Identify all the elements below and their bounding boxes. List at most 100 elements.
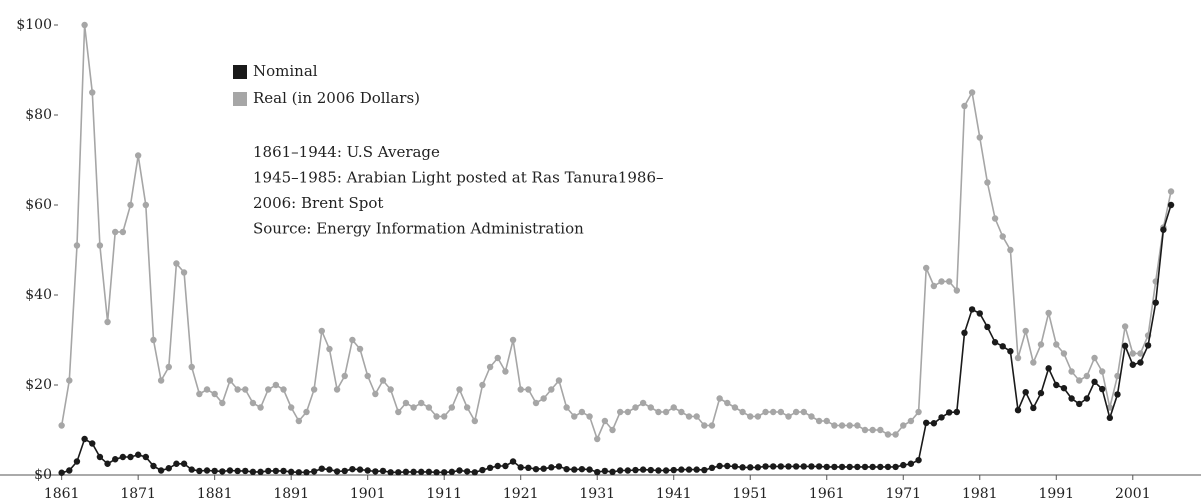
data-point xyxy=(662,467,670,474)
data-point xyxy=(639,466,647,473)
data-point xyxy=(571,413,578,420)
data-point xyxy=(961,102,968,110)
data-point xyxy=(1076,377,1083,384)
y-tick-label: $0 xyxy=(34,467,52,483)
x-tick-label: 1911 xyxy=(426,486,462,502)
data-point xyxy=(662,408,670,416)
data-point xyxy=(1144,342,1152,349)
x-tick-label: 1861 xyxy=(44,486,80,502)
data-point xyxy=(242,386,249,393)
data-point xyxy=(150,336,157,344)
data-point xyxy=(349,336,356,344)
data-point xyxy=(287,404,295,411)
data-point xyxy=(456,467,463,474)
data-point xyxy=(517,464,524,471)
series-line xyxy=(60,24,1172,442)
data-point xyxy=(448,404,456,411)
data-point xyxy=(632,466,639,474)
data-point xyxy=(1083,395,1091,402)
data-point xyxy=(73,242,81,249)
data-point xyxy=(494,462,501,470)
data-point xyxy=(349,465,356,473)
data-point xyxy=(356,345,364,353)
data-point xyxy=(678,466,685,473)
data-point xyxy=(601,417,609,425)
data-point xyxy=(991,215,999,222)
data-point xyxy=(586,466,593,473)
data-point xyxy=(976,134,983,141)
data-point xyxy=(494,354,501,362)
data-point xyxy=(1091,378,1098,386)
data-point xyxy=(968,306,976,313)
data-point xyxy=(1137,359,1144,366)
data-point xyxy=(433,469,440,476)
data-point xyxy=(655,408,662,416)
data-point xyxy=(310,386,318,393)
data-point xyxy=(815,463,823,470)
data-point xyxy=(1007,246,1014,254)
data-point xyxy=(1114,391,1121,398)
data-point xyxy=(58,422,65,429)
x-tick-label: 1881 xyxy=(197,486,233,502)
data-point xyxy=(89,89,96,96)
data-point xyxy=(984,179,991,186)
data-point xyxy=(66,377,73,384)
data-point xyxy=(486,464,494,471)
data-point xyxy=(265,467,272,475)
data-point xyxy=(769,408,777,416)
data-point xyxy=(907,460,915,467)
data-point xyxy=(486,363,494,371)
annotation: 1945–1985: Arabian Light posted at Ras T… xyxy=(253,169,664,187)
data-point xyxy=(701,466,708,474)
data-point xyxy=(900,422,907,429)
data-point xyxy=(846,463,853,471)
data-point xyxy=(81,435,88,443)
annotation: 2006: Brent Spot xyxy=(253,194,383,212)
data-point xyxy=(341,467,348,475)
data-point xyxy=(249,399,257,407)
data-point xyxy=(739,408,746,416)
data-point xyxy=(945,409,953,416)
data-point xyxy=(953,408,961,416)
data-point xyxy=(157,467,165,474)
data-point xyxy=(173,460,180,467)
data-point xyxy=(81,21,88,29)
data-point xyxy=(1068,368,1075,375)
data-point xyxy=(1014,407,1022,414)
data-point xyxy=(112,456,119,463)
data-point xyxy=(134,451,142,458)
data-point xyxy=(991,339,999,346)
data-point xyxy=(257,404,264,411)
data-point xyxy=(701,422,708,429)
data-point xyxy=(1068,395,1075,402)
data-point xyxy=(884,463,892,471)
data-point xyxy=(157,377,165,384)
data-point xyxy=(226,377,234,384)
data-point xyxy=(1098,368,1106,375)
data-point xyxy=(1091,354,1098,362)
data-point xyxy=(609,468,616,476)
data-point xyxy=(854,463,861,471)
data-point xyxy=(693,466,700,473)
data-point xyxy=(823,463,830,471)
data-point xyxy=(877,426,884,434)
data-point xyxy=(219,468,226,475)
data-point xyxy=(410,468,417,476)
data-point xyxy=(479,381,486,389)
data-point xyxy=(1022,327,1029,335)
data-point xyxy=(418,468,425,476)
data-point xyxy=(1037,389,1045,397)
data-point xyxy=(1053,381,1060,389)
data-point xyxy=(846,422,853,429)
data-point xyxy=(670,404,677,411)
data-point xyxy=(769,463,777,470)
data-point xyxy=(257,468,264,476)
data-point xyxy=(540,395,547,402)
data-point xyxy=(601,467,609,475)
legend-label: Nominal xyxy=(253,62,318,80)
data-point xyxy=(1037,341,1045,348)
data-point xyxy=(127,201,134,209)
data-point xyxy=(762,463,769,470)
x-tick-label: 1931 xyxy=(579,486,615,502)
